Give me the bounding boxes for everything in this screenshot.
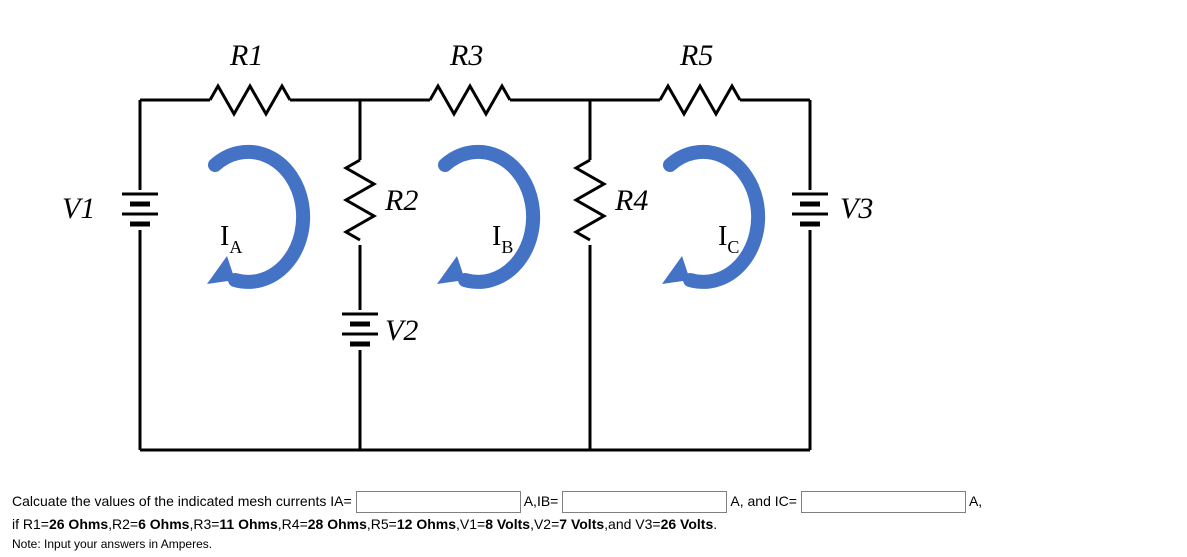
q-prefix: Calcuate the values of the indicated mes… bbox=[12, 493, 352, 509]
q-suffix-a: A, bbox=[969, 493, 982, 509]
label-ib: IB bbox=[492, 221, 513, 257]
label-r4: R4 bbox=[614, 184, 648, 217]
question-line-1: Calcuate the values of the indicated mes… bbox=[12, 490, 1172, 513]
label-r2: R2 bbox=[384, 184, 418, 217]
input-ic[interactable] bbox=[801, 491, 966, 513]
source-v3 bbox=[792, 194, 828, 224]
loop-arrows bbox=[215, 152, 758, 282]
source-v1 bbox=[122, 194, 158, 224]
label-v1: V1 bbox=[62, 192, 95, 225]
q-ic-label: A, and IC= bbox=[730, 493, 797, 509]
label-r5: R5 bbox=[679, 39, 713, 72]
label-v2: V2 bbox=[385, 314, 418, 347]
resistor-r5 bbox=[660, 86, 740, 114]
q-ib-label: A,IB= bbox=[524, 493, 559, 509]
page: R1 R3 R5 R2 R4 V1 V2 V3 IA IB IC Calcuat… bbox=[0, 0, 1187, 557]
question-block: Calcuate the values of the indicated mes… bbox=[12, 490, 1172, 554]
label-ia: IA bbox=[220, 221, 242, 257]
resistor-r3 bbox=[430, 86, 510, 114]
resistor-r4 bbox=[576, 160, 604, 240]
label-r3: R3 bbox=[449, 39, 483, 72]
resistors bbox=[210, 86, 740, 240]
question-note: Note: Input your answers in Amperes. bbox=[12, 535, 1172, 554]
resistor-r2 bbox=[346, 160, 374, 240]
resistor-r1 bbox=[210, 86, 290, 114]
question-line-2: if R1=26 Ohms,R2=6 Ohms,R3=11 Ohms,R4=28… bbox=[12, 513, 1172, 535]
circuit-diagram: R1 R3 R5 R2 R4 V1 V2 V3 IA IB IC bbox=[50, 10, 920, 470]
label-ic: IC bbox=[718, 221, 739, 257]
input-ia[interactable] bbox=[356, 491, 521, 513]
label-r1: R1 bbox=[229, 39, 263, 72]
source-v2 bbox=[342, 314, 378, 344]
input-ib[interactable] bbox=[562, 491, 727, 513]
label-v3: V3 bbox=[840, 192, 873, 225]
